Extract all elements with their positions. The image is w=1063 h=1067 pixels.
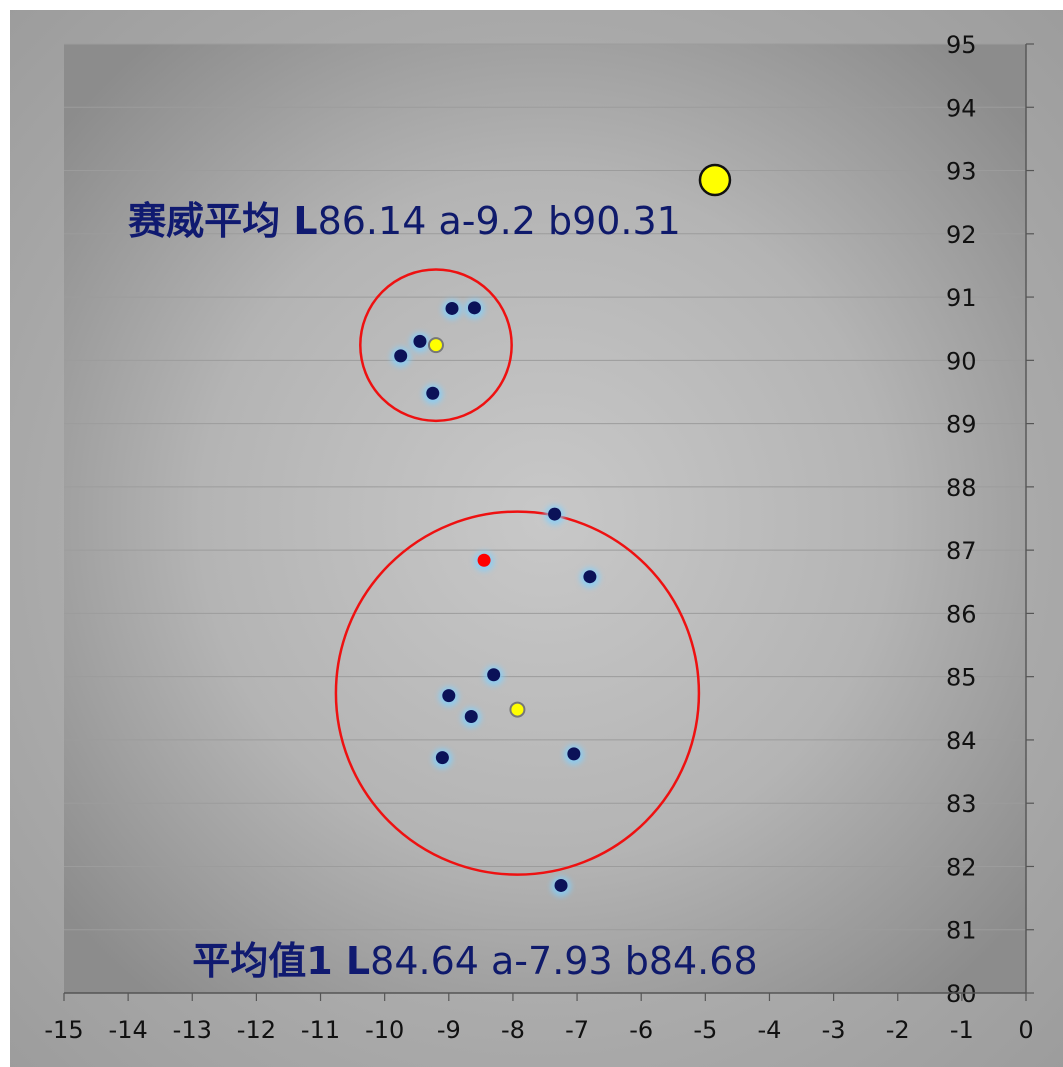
x-tick-label: -4: [757, 1016, 781, 1044]
x-tick-label: -13: [173, 1016, 212, 1044]
data-point: [487, 668, 501, 682]
x-tick-label: -11: [301, 1016, 340, 1044]
y-tick-label: 94: [946, 94, 977, 122]
cluster-circle: [359, 268, 513, 423]
annotation-value-part: 86.14 a-9.2 b90.31: [318, 199, 681, 243]
y-tick-label: 83: [946, 790, 977, 818]
y-tick-label: 89: [946, 411, 977, 439]
mean-point: [509, 701, 526, 718]
annotation-text: 赛威平均 L86.14 a-9.2 b90.31: [128, 199, 681, 243]
data-point: [394, 349, 408, 363]
y-tick-label: 91: [946, 284, 977, 312]
data-point: [554, 878, 568, 892]
x-tick-label: -8: [501, 1016, 525, 1044]
x-tick-label: -9: [437, 1016, 461, 1044]
data-point: [442, 689, 456, 703]
x-tick-label: -6: [629, 1016, 653, 1044]
y-tick-label: 82: [946, 853, 977, 881]
data-point: [567, 747, 581, 761]
annotation-bold-part: 赛威平均 L: [128, 199, 317, 243]
data-point: [477, 553, 491, 567]
y-tick-label: 85: [946, 664, 977, 692]
x-tick-label: -12: [237, 1016, 276, 1044]
y-tick-label: 92: [946, 221, 977, 249]
data-point: [548, 507, 562, 521]
cluster-circle: [334, 510, 701, 876]
mean-point: [427, 337, 444, 354]
data-point: [467, 301, 481, 315]
gridlines: [64, 43, 1026, 931]
annotation-value-part: 84.64 a-7.93 b84.68: [370, 939, 757, 983]
y-tick-label: 86: [946, 600, 977, 628]
annotation-text: 平均值1 L84.64 a-7.93 b84.68: [192, 939, 757, 983]
annotations: 赛威平均 L86.14 a-9.2 b90.31 平均值1 L84.64 a-7.…: [128, 199, 757, 983]
y-tick-label: 87: [946, 537, 977, 565]
y-tick-label: 88: [946, 474, 977, 502]
plot-area-background: [64, 44, 1026, 993]
y-tick-label: 90: [946, 347, 977, 375]
x-tick-label: -2: [886, 1016, 910, 1044]
x-tick-label: 0: [1018, 1016, 1033, 1044]
cluster-circles: [334, 268, 701, 876]
data-points: [390, 163, 732, 897]
y-tick-label: 84: [946, 727, 977, 755]
data-point: [426, 386, 440, 400]
y-tick-label: 93: [946, 158, 977, 186]
x-tick-label: -15: [44, 1016, 83, 1044]
annotation-bold-part: 平均值1 L: [192, 939, 370, 983]
x-tick-label: -3: [822, 1016, 846, 1044]
x-tick-label: -5: [693, 1016, 717, 1044]
x-tick-label: -14: [109, 1016, 148, 1044]
x-tick-label: -1: [950, 1016, 974, 1044]
highlight-point: [698, 163, 732, 197]
x-tick-label: -7: [565, 1016, 589, 1044]
y-tick-label: 95: [946, 31, 977, 59]
x-tick-label: -10: [365, 1016, 404, 1044]
data-point: [435, 751, 449, 765]
data-point: [413, 334, 427, 348]
y-tick-label: 81: [946, 917, 977, 945]
data-point: [445, 301, 459, 315]
data-point: [464, 710, 478, 724]
data-point: [583, 570, 597, 584]
